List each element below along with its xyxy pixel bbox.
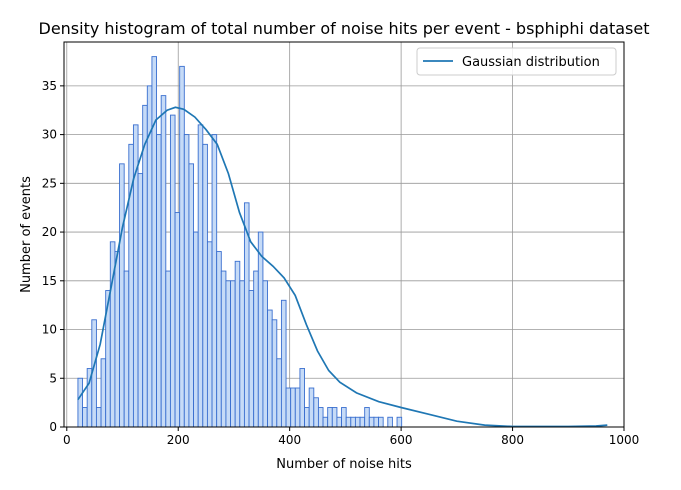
histogram-bar: [308, 387, 315, 428]
histogram-bar: [165, 270, 171, 428]
histogram-bar: [239, 280, 245, 428]
x-tick-label: 0: [63, 433, 71, 447]
histogram-bar: [387, 416, 393, 428]
y-axis-ticks: 0 5 10 15 20 25 30 35: [42, 79, 64, 434]
y-tick-label: 35: [42, 79, 57, 93]
y-tick-label: 15: [42, 274, 57, 288]
y-tick-label: 30: [42, 128, 57, 142]
histogram-bar: [285, 387, 292, 428]
histogram-bar: [169, 114, 176, 428]
legend-box: [416, 47, 617, 76]
histogram-bar: [253, 270, 259, 428]
histogram-bar: [188, 163, 195, 428]
histogram-bar: [280, 299, 287, 428]
histogram-bar: [151, 56, 158, 428]
histogram-bar: [123, 270, 130, 428]
histogram-bar: [396, 416, 403, 428]
histogram-bar: [160, 95, 167, 428]
histogram-bar: [354, 416, 361, 428]
histogram-bar: [257, 231, 264, 428]
histogram-bar: [206, 241, 213, 428]
histogram-bar: [82, 407, 88, 428]
histogram-bar: [225, 280, 232, 428]
y-tick-label: 0: [49, 420, 57, 434]
x-axis-ticks: 0 200 400 600 800 1000: [63, 427, 639, 447]
histogram-bar: [290, 387, 296, 428]
histogram-bar: [350, 416, 356, 428]
x-tick-label: 200: [167, 433, 190, 447]
histogram-bar: [345, 416, 352, 428]
histogram-bar: [317, 407, 324, 428]
histogram-bar: [299, 368, 305, 428]
y-tick-label: 5: [49, 371, 57, 385]
histogram-bar: [230, 280, 236, 428]
histogram-bar: [100, 358, 107, 428]
histogram-bar: [336, 416, 342, 428]
histogram-bar: [373, 416, 379, 428]
histogram-bar: [77, 377, 84, 428]
chart-title: Density histogram of total number of noi…: [39, 19, 650, 38]
histogram-bar: [202, 143, 208, 428]
gaussian-curve: [77, 106, 608, 428]
histogram-bar: [276, 358, 282, 428]
x-axis-label: Number of noise hits: [276, 457, 412, 472]
histogram-bar: [179, 65, 185, 428]
histogram-bar: [304, 407, 310, 428]
histogram-bar: [271, 319, 278, 428]
histogram-bar: [114, 251, 121, 428]
histogram-bar: [156, 134, 162, 428]
y-axis-label: Number of events: [19, 176, 34, 293]
histogram-bar: [95, 407, 102, 428]
histogram-bar: [193, 231, 199, 428]
histogram-bar: [262, 280, 269, 428]
histogram-bar: [216, 251, 222, 428]
histogram-bar: [322, 416, 329, 428]
histogram-bar: [211, 134, 218, 428]
histogram-bar: [364, 407, 370, 428]
histogram-bar: [197, 124, 204, 428]
histogram-bar: [119, 163, 125, 428]
histogram-bar: [234, 260, 241, 428]
x-tick-label: 800: [501, 433, 524, 447]
histogram-bar: [327, 407, 333, 428]
y-tick-label: 10: [42, 323, 57, 337]
histogram-bar: [294, 387, 301, 428]
legend-label: Gaussian distribution: [462, 55, 600, 70]
histogram-bar: [368, 416, 375, 428]
histogram-bar: [313, 397, 319, 428]
x-tick-label: 1000: [609, 433, 640, 447]
plot-frame: [63, 41, 625, 428]
histogram-bar: [220, 270, 227, 428]
histogram-bar: [267, 309, 273, 428]
histogram-bar: [331, 407, 338, 428]
legend: Gaussian distribution: [416, 47, 617, 76]
histogram-bar: [137, 173, 144, 428]
x-tick-label: 400: [278, 433, 301, 447]
histogram-bar: [174, 212, 181, 428]
y-tick-label: 25: [42, 176, 57, 190]
x-tick-label: 600: [390, 433, 413, 447]
y-tick-label: 20: [42, 225, 57, 239]
histogram-bar: [248, 290, 255, 428]
histogram-bars: [77, 56, 403, 428]
histogram-bar: [378, 416, 384, 428]
histogram-bar: [359, 416, 366, 428]
histogram-bar: [341, 407, 347, 428]
histogram-bar: [183, 134, 190, 428]
histogram-bar: [142, 104, 148, 428]
